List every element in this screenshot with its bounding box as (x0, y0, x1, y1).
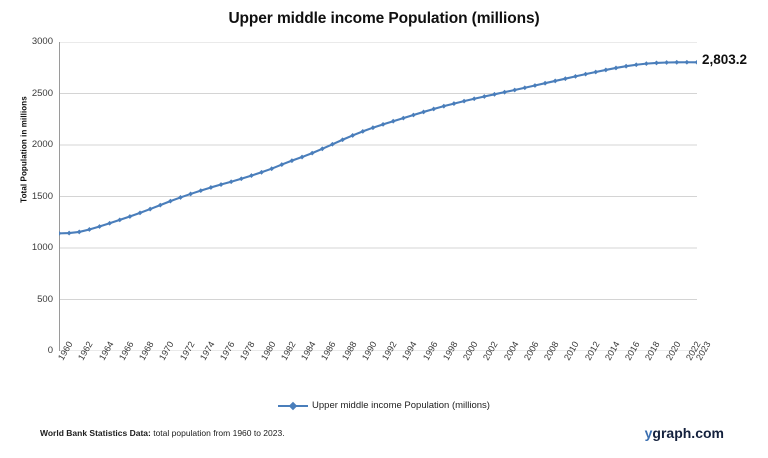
series-data-markers (59, 59, 697, 236)
brand-logo-accent: y (644, 425, 653, 441)
last-point-value-label: 2,803.2 (702, 52, 748, 67)
y-axis-tick-label: 1000 (31, 242, 53, 253)
chart-svg (59, 42, 697, 351)
plot-area (59, 42, 697, 351)
page-title: Upper middle income Population (millions… (228, 10, 540, 27)
legend-item-label: Upper middle income Population (millions… (312, 400, 490, 411)
line-marker-icon (278, 401, 309, 411)
brand-logo[interactable]: ygraph.com (645, 425, 724, 441)
gridlines (59, 42, 697, 351)
y-axis-tick-label: 2000 (31, 139, 53, 150)
footer-source-rest: total population from 1960 to 2023. (150, 428, 285, 438)
y-axis-tick-labels: 0 500 1000 1500 2000 2500 3000 (0, 37, 53, 356)
x-axis-tick-labels: 1960 1962 1964 1966 1968 1970 1972 1974 1976 1978… (56, 340, 713, 401)
y-axis-tick-label: 500 (37, 293, 53, 305)
y-axis-tick-label: 1500 (31, 190, 53, 202)
y-axis-tick-label: 2500 (31, 87, 53, 99)
footer-source-note: World Bank Statistics Data: total popula… (40, 428, 285, 438)
legend-item-upper-middle-income: Upper middle income Population (millions… (278, 400, 490, 411)
y-axis-tick-label: 3000 (31, 36, 53, 47)
brand-logo-text: graph.com (652, 425, 724, 441)
series-line-upper-middle-income (59, 61, 697, 235)
y-axis-tick-label: 0 (47, 345, 53, 356)
chart-legend: Upper middle income Population (millions… (0, 400, 768, 411)
footer-source-bold: World Bank Statistics Data: (40, 428, 151, 438)
